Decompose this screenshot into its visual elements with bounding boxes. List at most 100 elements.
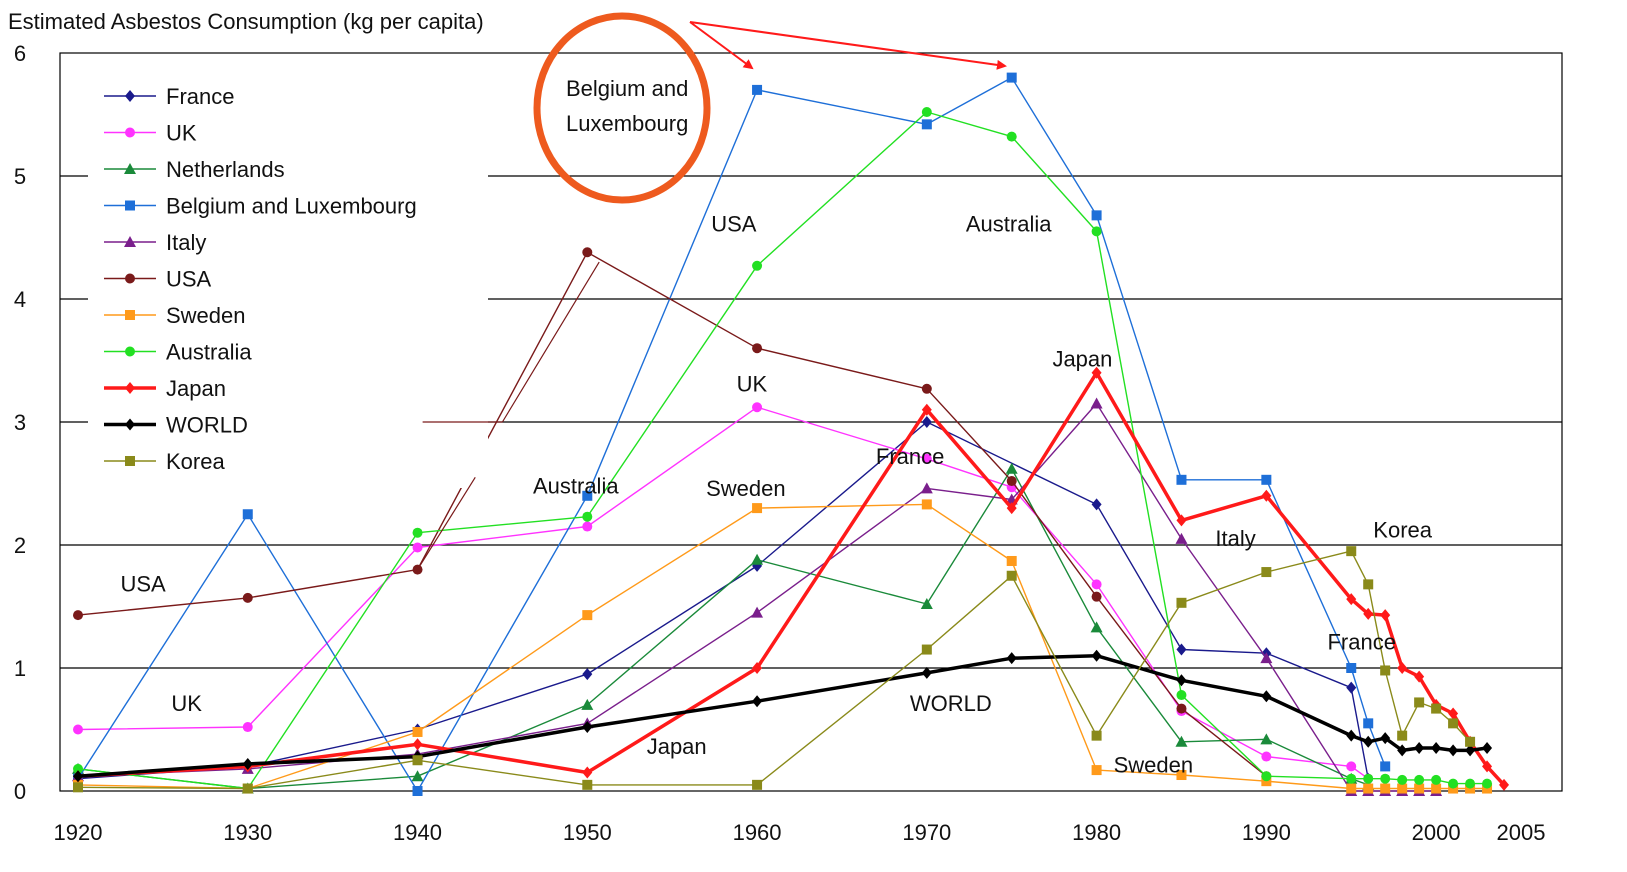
legend-item-world: WORLD — [104, 413, 248, 438]
chart-title: Estimated Asbestos Consumption (kg per c… — [8, 9, 484, 34]
point-sweden — [412, 726, 423, 737]
legend-marker — [125, 127, 135, 138]
callout-text-line: Belgium and — [566, 76, 688, 101]
point-belgium-and-luxembourg — [1261, 474, 1272, 485]
point-italy — [920, 482, 933, 494]
legend-marker — [125, 200, 135, 211]
point-korea — [1006, 570, 1017, 581]
point-belgium-and-luxembourg — [582, 490, 593, 501]
point-sweden — [1363, 783, 1374, 794]
point-usa — [1006, 476, 1017, 487]
y-tick-label: 0 — [14, 779, 26, 804]
series-line-italy — [77, 402, 1437, 792]
legend-label: WORLD — [166, 413, 248, 438]
x-tick-labels: 1920 1930 1940 1950 1960 1970 1980 1990 2000 2005 — [54, 820, 1546, 845]
point-uk — [921, 453, 932, 464]
annotation-uk: UK — [171, 691, 202, 716]
point-france — [1091, 498, 1102, 511]
series-annotations: USA UK Australia USA Australia UK France Sweden… — [120, 211, 1432, 777]
point-france — [921, 416, 932, 428]
annotation-france: France — [876, 444, 944, 469]
point-japan — [1448, 707, 1459, 720]
leader-line — [417, 477, 476, 570]
annotation-france: France — [1327, 630, 1395, 655]
legend-item-usa: USA — [104, 267, 212, 292]
legend-background — [88, 76, 488, 488]
point-sweden — [1176, 770, 1187, 781]
point-australia — [1363, 773, 1374, 784]
callout-circle — [533, 12, 711, 204]
legend-item-korea: Korea — [104, 449, 225, 474]
annotation-leader-lines — [417, 261, 600, 570]
point-sweden — [752, 503, 763, 514]
point-korea — [412, 755, 423, 766]
point-uk — [1091, 579, 1102, 590]
legend: France UK Netherlands Belgium and Luxembour… — [88, 76, 488, 488]
point-sweden — [1091, 765, 1102, 776]
point-world — [1414, 741, 1425, 754]
callout-arrow-2 — [689, 21, 1007, 70]
point-sweden — [1346, 783, 1357, 794]
point-australia — [1261, 771, 1272, 782]
annotation-sweden: Sweden — [1114, 753, 1194, 778]
x-tick-label: 1970 — [902, 820, 951, 845]
series-lines — [72, 72, 1510, 796]
point-italy — [751, 606, 764, 618]
point-belgium-and-luxembourg — [921, 119, 932, 130]
point-world — [752, 695, 763, 708]
point-australia — [1431, 774, 1442, 785]
point-korea — [752, 779, 763, 790]
point-belgium-and-luxembourg — [1091, 210, 1102, 221]
y-tick-label: 1 — [14, 656, 26, 681]
point-usa — [582, 247, 593, 258]
point-australia — [1482, 778, 1493, 789]
point-italy — [1175, 532, 1188, 544]
point-uk — [242, 722, 253, 733]
point-usa — [242, 592, 253, 603]
leader-line — [501, 261, 600, 423]
point-australia — [1176, 690, 1187, 701]
x-tick-label: 1950 — [563, 820, 612, 845]
point-japan — [1482, 760, 1493, 773]
point-usa — [73, 610, 83, 621]
point-australia — [1006, 131, 1017, 142]
point-world — [1448, 744, 1459, 757]
legend-item-belgium-and-luxembourg: Belgium and Luxembourg — [104, 194, 417, 219]
point-world — [1397, 744, 1408, 757]
point-japan — [1176, 514, 1187, 527]
series-line-korea — [77, 550, 1471, 790]
point-australia — [412, 527, 423, 538]
y-tick-label: 2 — [14, 533, 26, 558]
legend-item-france: France — [104, 84, 234, 109]
callout-text-line: Luxembourg — [566, 111, 688, 136]
point-world — [582, 721, 593, 734]
legend-label: Australia — [166, 340, 252, 365]
point-world — [1176, 674, 1187, 687]
legend-label: UK — [166, 121, 197, 146]
point-japan — [1261, 489, 1272, 502]
point-italy — [1260, 652, 1273, 664]
point-sweden — [582, 610, 593, 621]
point-world — [1261, 690, 1272, 703]
point-japan — [582, 766, 593, 779]
point-belgium-and-luxembourg — [412, 786, 423, 796]
point-australia — [73, 763, 83, 774]
point-japan — [1091, 366, 1102, 379]
point-belgium-and-luxembourg — [242, 509, 253, 520]
series-line-usa — [77, 251, 1267, 777]
point-korea — [1363, 579, 1374, 590]
legend-marker — [124, 163, 136, 174]
point-korea — [1414, 697, 1425, 708]
annotation-japan: Japan — [1052, 347, 1112, 372]
point-sweden — [1397, 783, 1408, 794]
point-korea — [242, 783, 253, 794]
point-australia — [1380, 773, 1391, 784]
point-uk — [1261, 751, 1272, 762]
annotation-usa: USA — [711, 211, 757, 236]
y-tick-label: 3 — [14, 410, 26, 435]
point-australia — [582, 511, 593, 522]
point-korea — [1397, 730, 1408, 741]
legend-item-uk: UK — [104, 121, 197, 146]
point-netherlands — [920, 598, 933, 610]
point-world — [1006, 652, 1017, 665]
